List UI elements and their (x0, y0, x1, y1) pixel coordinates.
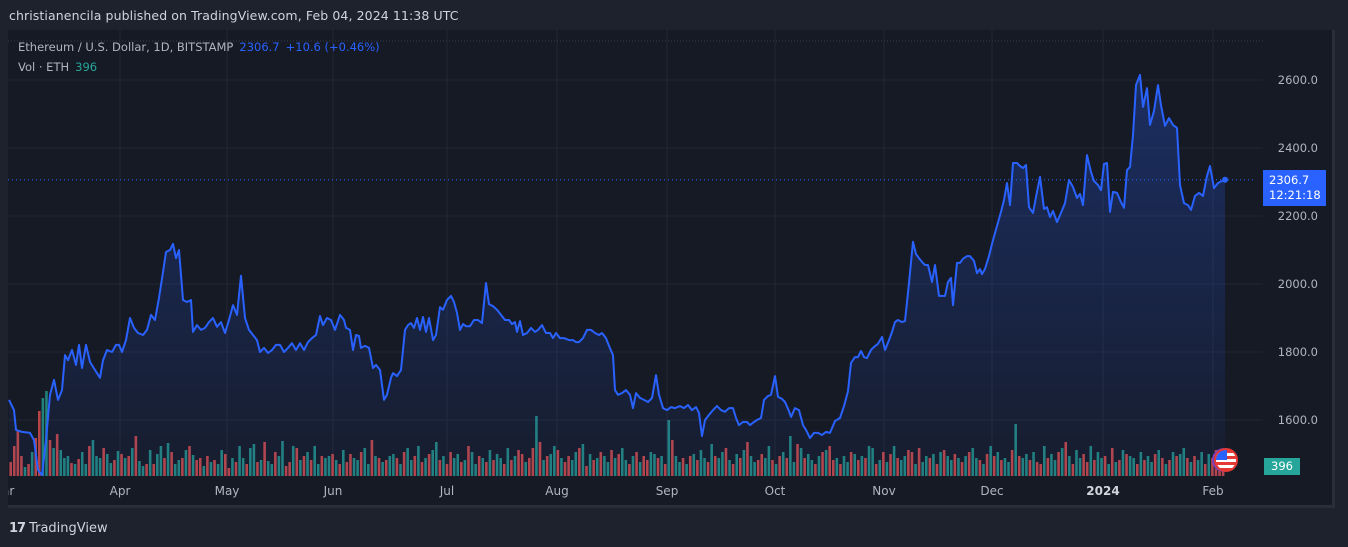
time-axis-label: Dec (980, 484, 1004, 498)
time-axis-label: Oct (764, 484, 786, 498)
volume-value: 396 (75, 60, 98, 74)
symbol-title: Ethereum / U.S. Dollar, 1D, BITSTAMP (18, 40, 234, 54)
last-price-tag: 2306.7 12:21:18 (1263, 170, 1326, 206)
time-axis-label: Nov (872, 484, 896, 498)
volume-label: Vol · ETH (18, 60, 70, 74)
price-change: +10.6 (+0.46%) (285, 40, 380, 54)
time-axis-label: May (214, 484, 240, 498)
chart-legend: Ethereum / U.S. Dollar, 1D, BITSTAMP 2306… (18, 39, 380, 79)
price-chart[interactable] (8, 30, 1335, 508)
volume-tag: 396 (1264, 458, 1300, 475)
tradingview-branding[interactable]: 17 TradingView (9, 521, 108, 536)
volume-legend-row[interactable]: Vol · ETH 396 (18, 59, 380, 79)
price-axis-label: 1600.0 (1277, 413, 1318, 427)
price-axis-label: 2000.0 (1277, 277, 1318, 291)
price-tag-value: 2306.7 (1269, 173, 1310, 187)
brand-name: TradingView (29, 521, 108, 536)
last-price: 2306.7 (239, 40, 280, 54)
time-axis-label: Jun (323, 484, 343, 498)
published-by-text: christianencila published on TradingView… (9, 8, 459, 23)
price-axis-label: 2200.0 (1277, 209, 1318, 223)
symbol-legend-row[interactable]: Ethereum / U.S. Dollar, 1D, BITSTAMP 2306… (18, 39, 380, 59)
time-axis-label: Sep (655, 484, 679, 498)
tradingview-logo-icon: 17 (9, 521, 26, 536)
bar-countdown: 12:21:18 (1269, 188, 1321, 202)
time-axis-label: Apr (109, 484, 131, 498)
time-axis-label: Jul (439, 484, 455, 498)
time-axis-label: ar (8, 484, 15, 498)
time-axis-label: Aug (545, 484, 569, 498)
time-axis-label: 2024 (1086, 484, 1120, 498)
price-axis-label: 2600.0 (1277, 73, 1318, 87)
chart-panel[interactable]: Ethereum / U.S. Dollar, 1D, BITSTAMP 2306… (8, 30, 1335, 508)
price-axis-label: 1800.0 (1277, 345, 1318, 359)
us-flag-economic-event-icon[interactable] (1214, 448, 1238, 472)
price-axis-label: 2400.0 (1277, 141, 1318, 155)
time-axis-label: Feb (1202, 484, 1224, 498)
